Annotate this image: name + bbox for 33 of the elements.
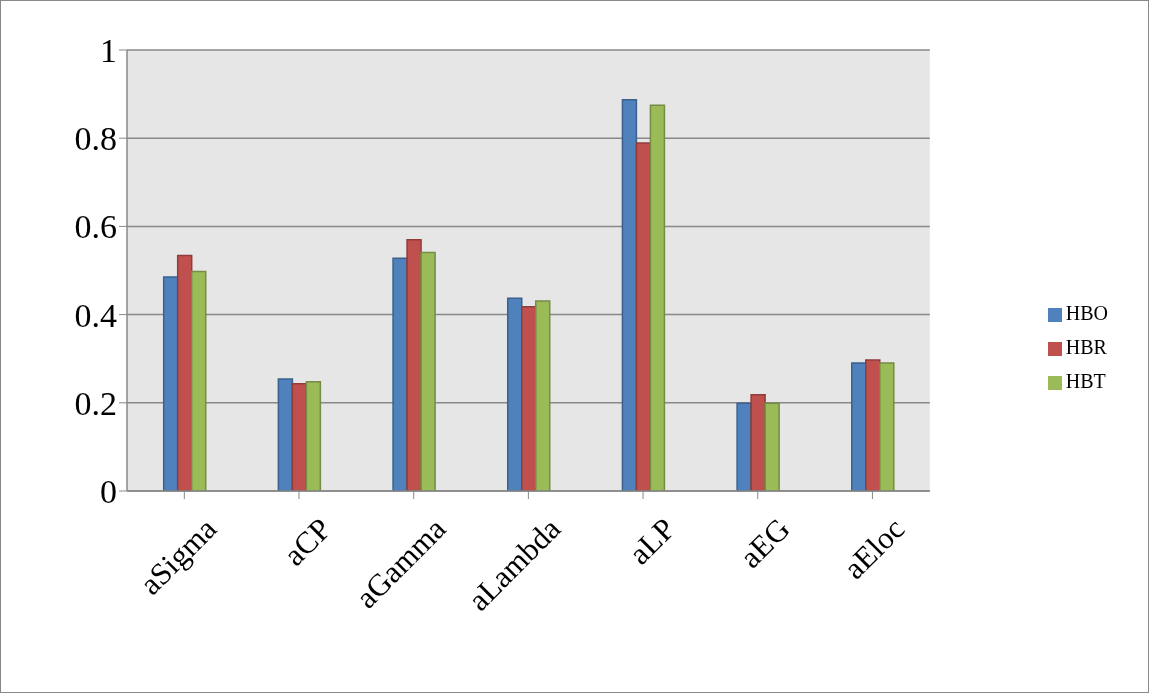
x-tick-label: aEG <box>732 511 797 575</box>
y-tick-label: 1 <box>100 32 117 70</box>
legend-label: HBT <box>1065 369 1106 392</box>
bar <box>534 300 551 491</box>
bar <box>649 104 666 491</box>
y-tick-label: 0.6 <box>74 208 117 246</box>
bar <box>291 383 308 491</box>
y-tick-label: 0 <box>100 473 117 511</box>
y-tick-label: 0.8 <box>74 120 117 158</box>
bar <box>750 394 766 491</box>
bar <box>520 305 537 491</box>
x-tick-label: aLP <box>621 511 682 572</box>
y-tick-label: 0.4 <box>74 296 117 334</box>
legend-label: HBR <box>1065 335 1107 358</box>
bar <box>635 142 652 491</box>
x-tick-label: aCP <box>276 511 338 573</box>
bar <box>406 238 422 491</box>
bar <box>736 402 752 491</box>
bar <box>865 359 881 491</box>
legend-label: HBO <box>1065 301 1108 324</box>
bar <box>305 380 322 491</box>
bar <box>162 276 179 491</box>
bar <box>879 362 895 491</box>
bar <box>420 251 436 491</box>
bar <box>392 257 408 491</box>
bar <box>764 402 780 491</box>
y-tick-label: 0.2 <box>74 384 117 422</box>
bar <box>621 99 638 491</box>
bar <box>176 254 193 491</box>
bar <box>851 362 867 491</box>
bar <box>190 270 207 491</box>
bar <box>506 297 523 491</box>
bar <box>277 378 294 491</box>
